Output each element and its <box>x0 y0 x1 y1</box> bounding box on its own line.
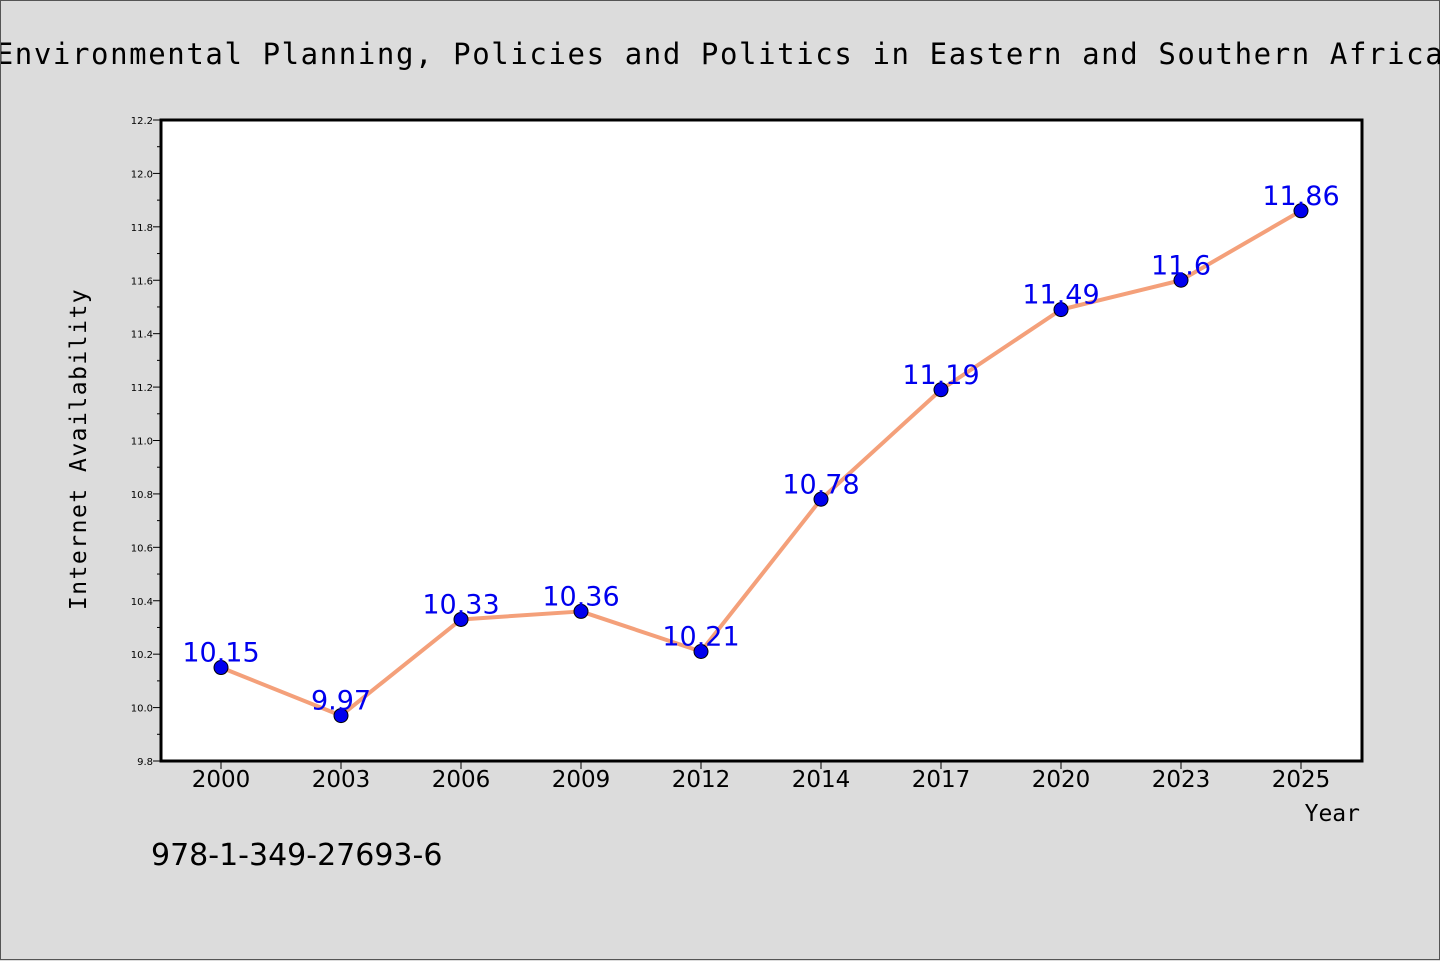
data-point <box>213 660 229 676</box>
data-label: 11.19 <box>902 360 979 391</box>
data-point <box>573 603 589 619</box>
data-point <box>933 382 949 398</box>
y-tick-label: 10.2 <box>131 650 153 661</box>
data-label: 11.6 <box>1151 250 1211 281</box>
series-line <box>220 209 1303 718</box>
y-tick-label: 9.8 <box>137 757 153 768</box>
data-label: 11.86 <box>1262 181 1339 212</box>
x-axis-label: Year <box>1305 801 1360 827</box>
chart-title: Environmental Planning, Policies and Pol… <box>1 37 1440 71</box>
plot-area <box>159 118 1364 763</box>
y-tick-label: 10.6 <box>131 543 153 554</box>
data-label: 9.97 <box>311 686 371 717</box>
x-tick-label: 2006 <box>432 767 491 793</box>
x-tick-label: 2025 <box>1272 767 1331 793</box>
data-point <box>693 643 709 659</box>
data-point <box>813 491 829 507</box>
x-tick-label: 2023 <box>1152 767 1211 793</box>
y-tick-label: 11.4 <box>131 330 153 341</box>
data-label: 10.15 <box>182 638 259 669</box>
y-tick-label: 11.0 <box>131 437 153 448</box>
data-label: 10.21 <box>662 621 739 652</box>
x-tick-label: 2009 <box>552 767 611 793</box>
y-tick-label: 10.8 <box>131 490 153 501</box>
y-axis: 9.8 10.0 10.2 10.4 10.6 10.8 11.0 11.2 11.4 11.6 1… <box>131 116 161 768</box>
y-tick-label: 11.6 <box>131 276 153 287</box>
y-tick-label: 11.8 <box>131 223 153 234</box>
data-point <box>1173 272 1189 288</box>
data-point <box>453 611 469 627</box>
data-label: 10.36 <box>542 581 619 612</box>
x-axis: 2000 2003 2006 2009 2012 2014 2017 2020 2023 2025 <box>192 761 1331 793</box>
x-tick-label: 2014 <box>792 767 851 793</box>
y-tick-label: 11.2 <box>131 383 153 394</box>
isbn-text: 978-1-349-27693-6 <box>151 838 442 873</box>
data-point <box>333 708 349 724</box>
data-label: 10.78 <box>782 469 859 500</box>
x-tick-label: 2012 <box>672 767 731 793</box>
x-tick-label: 2017 <box>912 767 971 793</box>
y-tick-label: 12.0 <box>131 169 153 180</box>
y-tick-label: 10.0 <box>131 704 153 715</box>
y-tick-label: 10.4 <box>131 597 153 608</box>
y-tick-label: 12.2 <box>131 116 153 127</box>
x-tick-label: 2003 <box>312 767 371 793</box>
data-labels: 10.15 9.97 10.33 10.36 10.21 10.78 11.19 11.49 1… <box>182 181 1339 717</box>
data-label: 11.49 <box>1022 280 1099 311</box>
series-layer <box>213 203 1309 724</box>
x-tick-label: 2020 <box>1032 767 1091 793</box>
data-label: 10.33 <box>422 589 499 620</box>
x-tick-label: 2000 <box>192 767 251 793</box>
data-point <box>1293 203 1309 219</box>
y-axis-label: Internet Availability <box>66 288 92 610</box>
data-point <box>1053 302 1069 318</box>
